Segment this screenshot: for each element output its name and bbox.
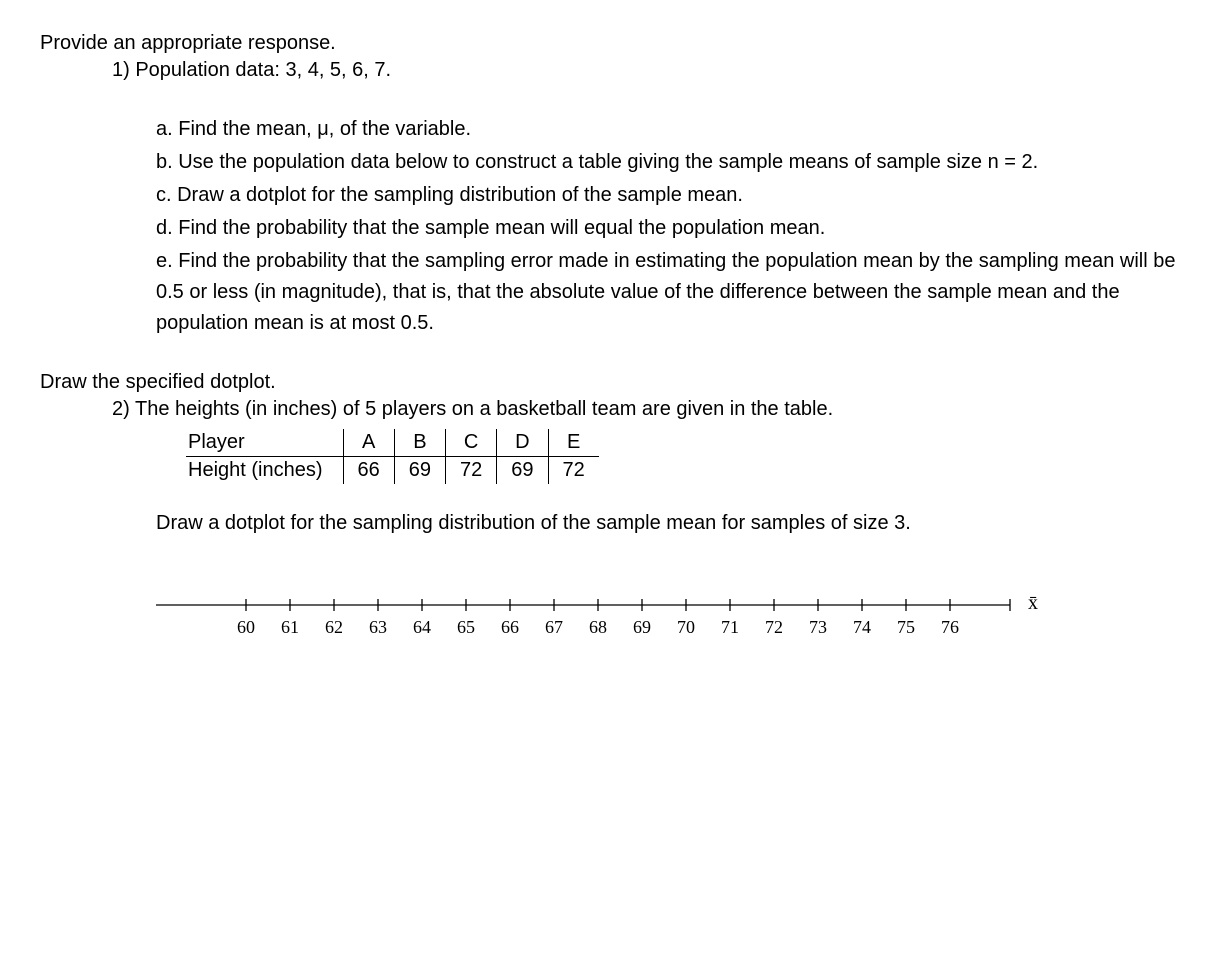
table-row: Player A B C D E: [186, 429, 599, 457]
table-cell: 66: [343, 457, 394, 485]
subpart-1b: b. Use the population data below to cons…: [156, 147, 1188, 178]
svg-text:69: 69: [633, 617, 651, 637]
svg-text:70: 70: [677, 617, 695, 637]
table-rowheader: Height (inches): [186, 457, 343, 485]
svg-text:66: 66: [501, 617, 519, 637]
problem-1-label: 1) Population data: 3, 4, 5, 6, 7.: [112, 59, 1188, 82]
section1-header: Provide an appropriate response.: [40, 32, 1188, 55]
problem-1-body: a. Find the mean, μ, of the variable. b.…: [156, 90, 1188, 339]
table-cell: 69: [394, 457, 445, 485]
svg-text:64: 64: [413, 617, 431, 637]
table-rowheader: Player: [186, 429, 343, 457]
table-cell: 72: [446, 457, 497, 485]
svg-text:71: 71: [721, 617, 739, 637]
svg-text:72: 72: [765, 617, 783, 637]
svg-text:76: 76: [941, 617, 959, 637]
svg-text:68: 68: [589, 617, 607, 637]
axis-svg: 60 61 62 63 64 65 66 67 68 69 70 71 72 73 74 75 76 x̄: [156, 587, 1040, 647]
table-cell: 69: [497, 457, 548, 485]
table-cell: B: [394, 429, 445, 457]
subpart-1a: a. Find the mean, μ, of the variable.: [156, 114, 1188, 145]
table-cell: 72: [548, 457, 599, 485]
svg-text:75: 75: [897, 617, 915, 637]
svg-text:62: 62: [325, 617, 343, 637]
problem-2-instruction: Draw a dotplot for the sampling distribu…: [156, 508, 1188, 539]
svg-text:61: 61: [281, 617, 299, 637]
table-row: Height (inches) 66 69 72 69 72: [186, 457, 599, 485]
table-cell: A: [343, 429, 394, 457]
problem-2-body: Player A B C D E Height (inches) 66 69 7…: [156, 429, 1188, 653]
svg-text:63: 63: [369, 617, 387, 637]
table-cell: E: [548, 429, 599, 457]
number-line-axis: 60 61 62 63 64 65 66 67 68 69 70 71 72 73 74 75 76 x̄: [156, 587, 1188, 653]
subpart-1e: e. Find the probability that the samplin…: [156, 246, 1188, 339]
svg-text:67: 67: [545, 617, 563, 637]
svg-text:65: 65: [457, 617, 475, 637]
svg-text:74: 74: [853, 617, 871, 637]
svg-text:60: 60: [237, 617, 255, 637]
section2-header: Draw the specified dotplot.: [40, 371, 1188, 394]
problem-2-label: 2) The heights (in inches) of 5 players …: [112, 398, 1188, 421]
table-cell: D: [497, 429, 548, 457]
svg-text:73: 73: [809, 617, 827, 637]
svg-text:x̄: x̄: [1028, 592, 1038, 614]
subpart-1c: c. Draw a dotplot for the sampling distr…: [156, 180, 1188, 211]
subpart-1d: d. Find the probability that the sample …: [156, 213, 1188, 244]
heights-table: Player A B C D E Height (inches) 66 69 7…: [186, 429, 599, 484]
table-cell: C: [446, 429, 497, 457]
